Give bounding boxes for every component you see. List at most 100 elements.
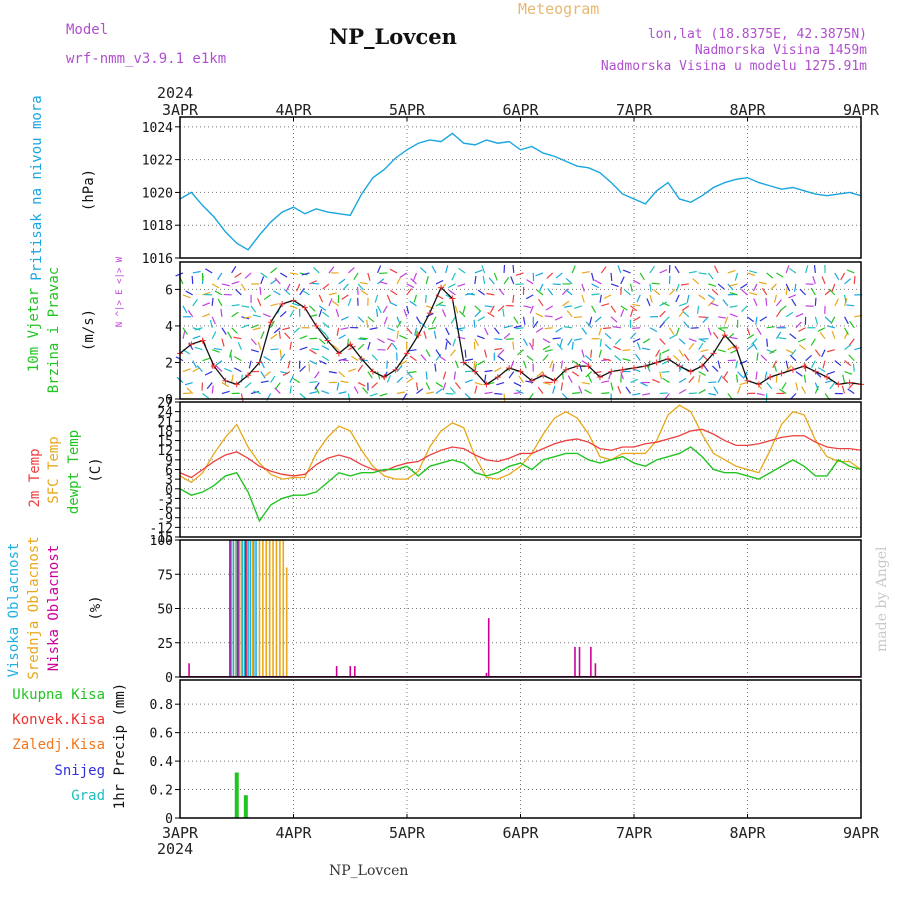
wind-arrow [605,333,611,338]
wind-arrow [713,332,718,339]
wind-arrow [550,361,553,368]
wind-arrow [465,359,473,361]
wind-arrow [375,295,377,303]
wind-arrow [820,332,825,338]
wind-arrow [524,361,527,369]
wind-arrow [708,273,713,279]
wind-arrow [202,314,209,317]
data-layer [177,133,864,818]
wind-arrow [235,273,242,277]
wind-arrow [494,328,499,334]
wind-arrow [601,304,609,306]
wind-arrow [449,290,455,295]
wind-arrow [280,350,281,358]
wind-arrow [489,278,494,284]
wind-arrow [475,306,481,311]
wind-arrow [752,339,757,345]
wind-arrow [319,339,325,344]
wind-arrow [290,342,291,350]
wind-arrow [568,376,572,383]
wind-arrow [535,273,542,276]
wind-arrow [579,364,581,372]
wind-arrow [261,273,267,278]
wind-arrow [234,357,241,361]
wind-arrow [615,356,621,361]
wind-arrow [300,336,307,339]
wind-arrow [465,350,466,358]
wind-arrow [832,331,835,339]
wind-arrow [309,350,316,354]
wind-arrow [613,327,621,328]
wind-arrow [681,284,689,285]
wind-arrow [341,317,348,320]
wind-arrow [465,371,473,372]
wind-gust-mark [801,363,807,369]
wind-arrow [605,344,611,349]
wind-arrow [591,350,592,358]
sfc-temp-label: SFC Temp [46,436,62,503]
wind-arrow [459,311,465,317]
wind-arrow [511,361,514,368]
wind-arrow [455,361,458,368]
wind-arrow [786,287,787,295]
wind-arrow [442,309,445,316]
wind-arrow [183,295,190,298]
elevation-model-text: Nadmorska Visina u modelu 1275.91m [601,59,867,74]
wind-arrow [319,306,326,311]
wind-arrow [708,295,714,300]
wind-arrow [232,312,239,317]
wind-arrow [446,265,448,273]
wind-arrow [595,317,601,322]
wind-arrow [543,339,550,343]
wind-arrow [676,284,679,292]
temp-unit-label: (C) [88,457,104,482]
wind-arrow [271,349,279,350]
x-tick-label-top: 4APR [275,101,312,119]
wind-arrow [756,317,757,325]
wind-arrow [700,339,708,340]
wind-arrow [217,273,221,280]
wind-arrow [392,343,397,349]
wind-arrow [315,383,319,390]
wind-arrow [572,342,573,350]
wind-arrow [387,375,390,382]
wind-arrow [410,301,417,306]
wind-arrow [741,289,747,295]
wind-arrow [426,295,427,303]
wind-arrow [849,355,855,361]
wind-arrow [513,295,514,303]
wind-arrow [514,383,521,386]
wind-arrow [443,372,445,380]
wind-arrow [647,298,650,305]
station-title: NP_Lovcen [329,24,457,49]
wind-arrow [841,273,845,280]
wind-arrow [205,269,212,273]
wind-arrow [367,320,368,328]
wind-arrow [669,289,675,295]
wind-arrow [564,327,572,328]
wind-arrow [621,277,624,284]
y-tick-label: 25 [157,637,173,652]
wind-arrow [390,290,397,294]
wind-arrow [372,383,378,388]
wind-arrow [660,339,666,345]
wind-arrow [360,338,368,339]
wind-arrow [776,300,781,306]
wind-arrow [436,350,440,357]
wind-arrow [336,309,338,317]
wind-arrow [547,273,553,278]
wind-arrow [718,284,724,289]
wind-arrow [332,301,338,306]
wind-arrow [854,276,855,284]
wind-arrow [435,364,436,372]
wind-arrow [592,294,600,295]
wind-arrow [601,267,606,273]
wind-arrow [590,317,592,325]
credit-text: made by Angel [874,546,890,652]
wind-arrow [642,394,650,396]
wind-arrow [313,267,319,273]
y-tick-label: 0.6 [150,727,173,742]
wind-arrow [684,354,689,361]
wind-arrow [202,303,209,306]
wind-arrow [475,311,481,317]
